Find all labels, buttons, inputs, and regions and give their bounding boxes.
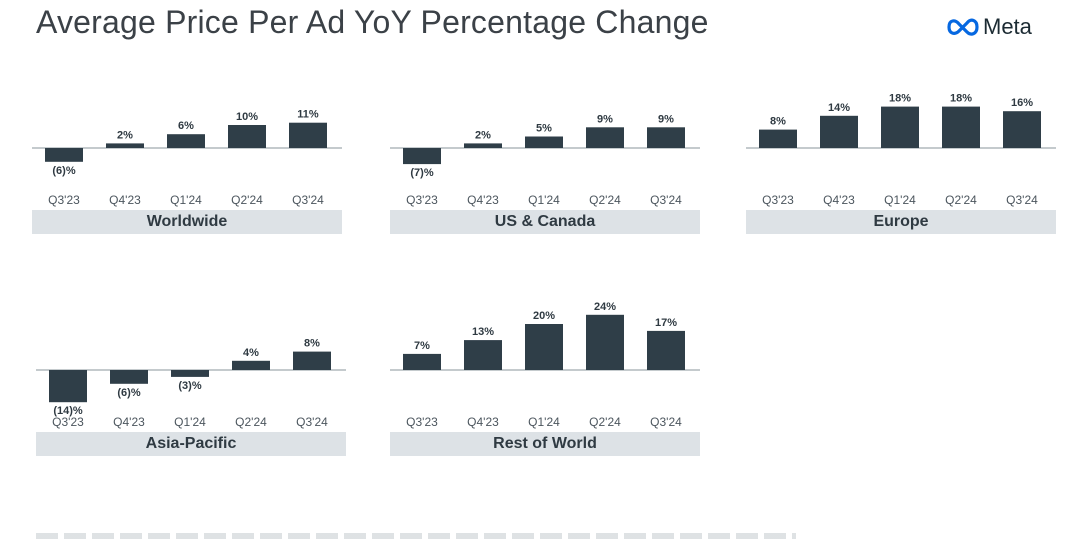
chart-panel-europe: 8% Q3'23 14% Q4'23 18% Q1'24 18% Q2'24 16% Q3'24 … [746, 93, 1056, 250]
category-tick-label: Q3'23 [48, 193, 80, 207]
bar [525, 324, 563, 370]
region-label: Europe [746, 210, 1056, 234]
category-tick-label: Q3'24 [650, 415, 682, 429]
category-tick-label: Q2'24 [231, 193, 263, 207]
bar [171, 370, 209, 377]
data-label: 14% [828, 102, 850, 114]
category-tick-label: Q4'23 [109, 193, 141, 207]
data-label: 10% [236, 111, 258, 123]
data-label: 20% [533, 310, 555, 322]
category-tick-label: Q1'24 [884, 193, 916, 207]
category-tick-label: Q1'24 [174, 415, 206, 429]
category-tick-label: Q3'23 [406, 193, 438, 207]
category-tick-label: Q1'24 [528, 415, 560, 429]
bar [525, 136, 563, 148]
data-label: 18% [950, 93, 972, 105]
bar [881, 106, 919, 148]
category-tick-label: Q3'23 [762, 193, 794, 207]
data-label: 8% [770, 116, 786, 128]
category-tick-label: Q3'24 [650, 193, 682, 207]
bar [228, 125, 266, 148]
data-label: 18% [889, 93, 911, 105]
region-label: Asia-Pacific [36, 432, 346, 456]
bar [167, 134, 205, 148]
data-label: 9% [658, 113, 674, 125]
category-tick-label: Q2'24 [589, 193, 621, 207]
footnote-text [36, 533, 796, 539]
data-label: (14)% [53, 405, 83, 417]
region-label: Rest of World [390, 432, 700, 456]
data-label: 9% [597, 113, 613, 125]
data-label: (6)% [52, 165, 75, 177]
category-tick-label: Q3'23 [406, 415, 438, 429]
category-tick-label: Q3'24 [292, 193, 324, 207]
bar [586, 127, 624, 148]
category-tick-label: Q4'23 [113, 415, 145, 429]
data-label: 13% [472, 326, 494, 338]
data-label: 17% [655, 317, 677, 329]
data-label: 2% [475, 129, 491, 141]
data-label: 16% [1011, 97, 1033, 109]
category-tick-label: Q1'24 [528, 193, 560, 207]
brand-logo: Meta [946, 12, 1032, 42]
bar [759, 129, 797, 148]
bar [647, 330, 685, 370]
category-tick-label: Q2'24 [589, 415, 621, 429]
category-tick-label: Q2'24 [945, 193, 977, 207]
bar [293, 351, 331, 370]
bar-chart-worldwide: (6)% Q3'23 2% Q4'23 6% Q1'24 10% Q2'24 11% Q3'24 [32, 109, 342, 207]
category-tick-label: Q1'24 [170, 193, 202, 207]
data-label: 2% [117, 129, 133, 141]
category-tick-label: Q4'23 [467, 193, 499, 207]
data-label: 11% [297, 109, 319, 121]
category-tick-label: Q4'23 [823, 193, 855, 207]
data-label: 6% [178, 120, 194, 132]
bar [45, 148, 83, 162]
data-label: (3)% [178, 380, 201, 392]
data-label: (6)% [117, 387, 140, 399]
bar [942, 106, 980, 148]
chart-panel-rest-of-world: 7% Q3'23 13% Q4'23 20% Q1'24 24% Q2'24 17% Q3'24 … [390, 301, 700, 472]
chart-panel-us-canada: (7)% Q3'23 2% Q4'23 5% Q1'24 9% Q2'24 9% Q3'24 US… [390, 100, 700, 250]
page-title: Average Price Per Ad YoY Percentage Chan… [36, 4, 709, 40]
data-label: 24% [594, 301, 616, 313]
bar [232, 360, 270, 370]
chart-panel-worldwide: (6)% Q3'23 2% Q4'23 6% Q1'24 10% Q2'24 11% Q3'24 … [32, 100, 342, 250]
bar-chart-rest-of-world: 7% Q3'23 13% Q4'23 20% Q1'24 24% Q2'24 17% Q3'24 [390, 301, 700, 429]
brand-name: Meta [983, 14, 1032, 39]
category-tick-label: Q3'24 [296, 415, 328, 429]
bar [106, 143, 144, 148]
bar [820, 115, 858, 148]
chart-panel-asia-pacific: (14)% Q3'23 (6)% Q4'23 (3)% Q1'24 4% Q2'24 8% Q3'… [36, 322, 346, 472]
bar [586, 314, 624, 370]
bar [49, 370, 87, 403]
bar-chart-us-canada: (7)% Q3'23 2% Q4'23 5% Q1'24 9% Q2'24 9% Q3'24 [390, 113, 700, 207]
data-label: 8% [304, 338, 320, 350]
data-label: 4% [243, 347, 259, 359]
bar [464, 340, 502, 370]
bar [110, 370, 148, 384]
bar [464, 143, 502, 148]
bar [289, 122, 327, 148]
data-label: 5% [536, 123, 552, 135]
bar-chart-asia-pacific: (14)%Q3'23 (6)% Q4'23 (3)% Q1'24 4% Q2'24 8% Q3'… [36, 338, 346, 429]
bar-chart-europe: 8% Q3'23 14% Q4'23 18% Q1'24 18% Q2'24 16% Q3'24 [746, 93, 1056, 207]
region-label: Worldwide [32, 210, 342, 234]
meta-infinity-icon [947, 18, 979, 36]
bar [647, 127, 685, 148]
bar [403, 353, 441, 370]
category-tick-label: Q2'24 [235, 415, 267, 429]
bar [403, 148, 441, 165]
bar [1003, 111, 1041, 148]
data-label: 7% [414, 340, 430, 352]
category-tick-label: Q3'24 [1006, 193, 1038, 207]
region-label: US & Canada [390, 210, 700, 234]
data-label: (7)% [410, 167, 433, 179]
category-tick-label: Q3'23 [52, 415, 84, 429]
category-tick-label: Q4'23 [467, 415, 499, 429]
